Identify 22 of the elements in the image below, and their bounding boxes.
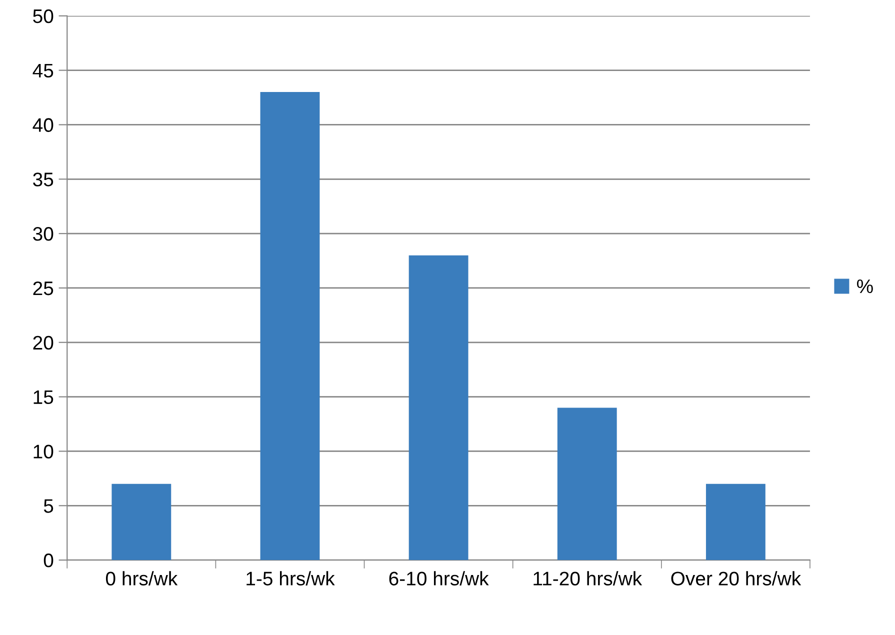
y-tick-label: 5 bbox=[44, 499, 54, 513]
y-tick-label: 35 bbox=[33, 172, 54, 186]
x-tick-label: Over 20 hrs/wk bbox=[671, 571, 802, 586]
bar bbox=[557, 408, 617, 560]
bar bbox=[260, 92, 320, 560]
x-tick-label: 6-10 hrs/wk bbox=[389, 571, 489, 586]
y-tick-label: 50 bbox=[33, 9, 54, 24]
y-tick-label: 45 bbox=[32, 64, 54, 78]
y-tick-label: 0 bbox=[44, 554, 54, 568]
y-tick-label: 15 bbox=[34, 390, 54, 404]
bar bbox=[112, 484, 172, 560]
x-tick-label: 11-20 hrs/wk bbox=[534, 571, 642, 586]
y-tick-label: 30 bbox=[33, 227, 54, 241]
bar bbox=[408, 255, 468, 560]
y-tick-label: 40 bbox=[32, 118, 54, 132]
y-tick-label: 10 bbox=[34, 444, 54, 458]
y-tick-label: 20 bbox=[33, 336, 54, 350]
x-tick-label: 1-5 hrs/wk bbox=[246, 571, 335, 586]
x-tick-label: 0 hrs/wk bbox=[106, 571, 178, 586]
legend-label: % bbox=[856, 280, 873, 294]
bar bbox=[706, 484, 766, 560]
y-tick-label: 25 bbox=[33, 281, 54, 296]
